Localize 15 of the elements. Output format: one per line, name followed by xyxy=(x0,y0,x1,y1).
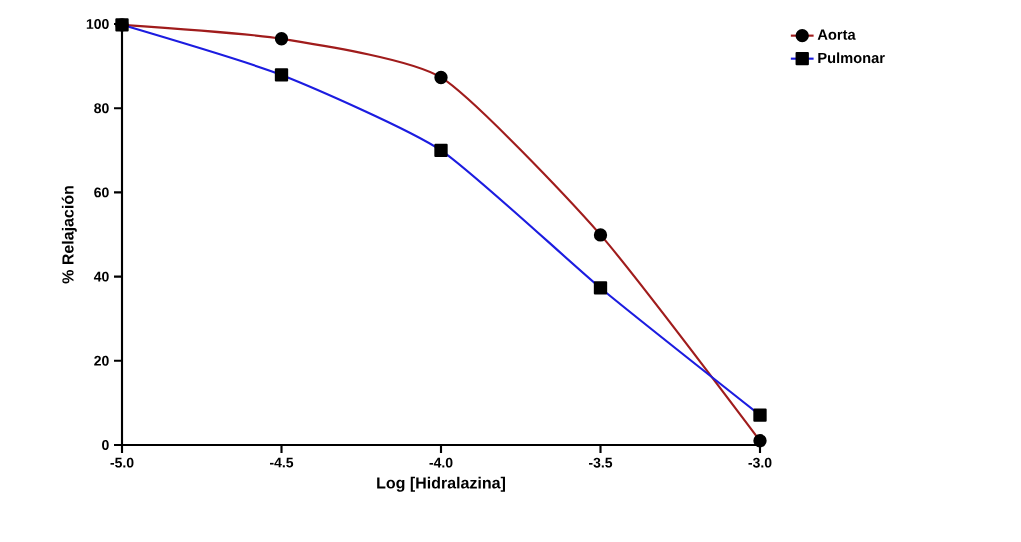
x-axis-title: Log [Hidralazina] xyxy=(377,476,505,492)
legend-label: Aorta xyxy=(817,29,856,40)
x-tick-label: -4.5 xyxy=(269,457,294,468)
y-tick-label: 0 xyxy=(102,440,109,450)
y-tick-label: 80 xyxy=(94,103,109,114)
y-axis-title: % Relajación xyxy=(61,186,77,284)
y-tick-label: 100 xyxy=(86,19,109,29)
x-tick-label: -3.5 xyxy=(588,457,613,468)
x-tick-label: -3.0 xyxy=(748,457,772,468)
y-tick-label: 20 xyxy=(94,355,109,366)
legend-label: Pulmonar xyxy=(818,52,885,64)
x-tick-label: -4.0 xyxy=(429,457,453,468)
y-tick-label: 40 xyxy=(93,271,109,282)
x-tick-label: -5.0 xyxy=(110,457,134,468)
y-tick-label: 60 xyxy=(94,187,109,198)
